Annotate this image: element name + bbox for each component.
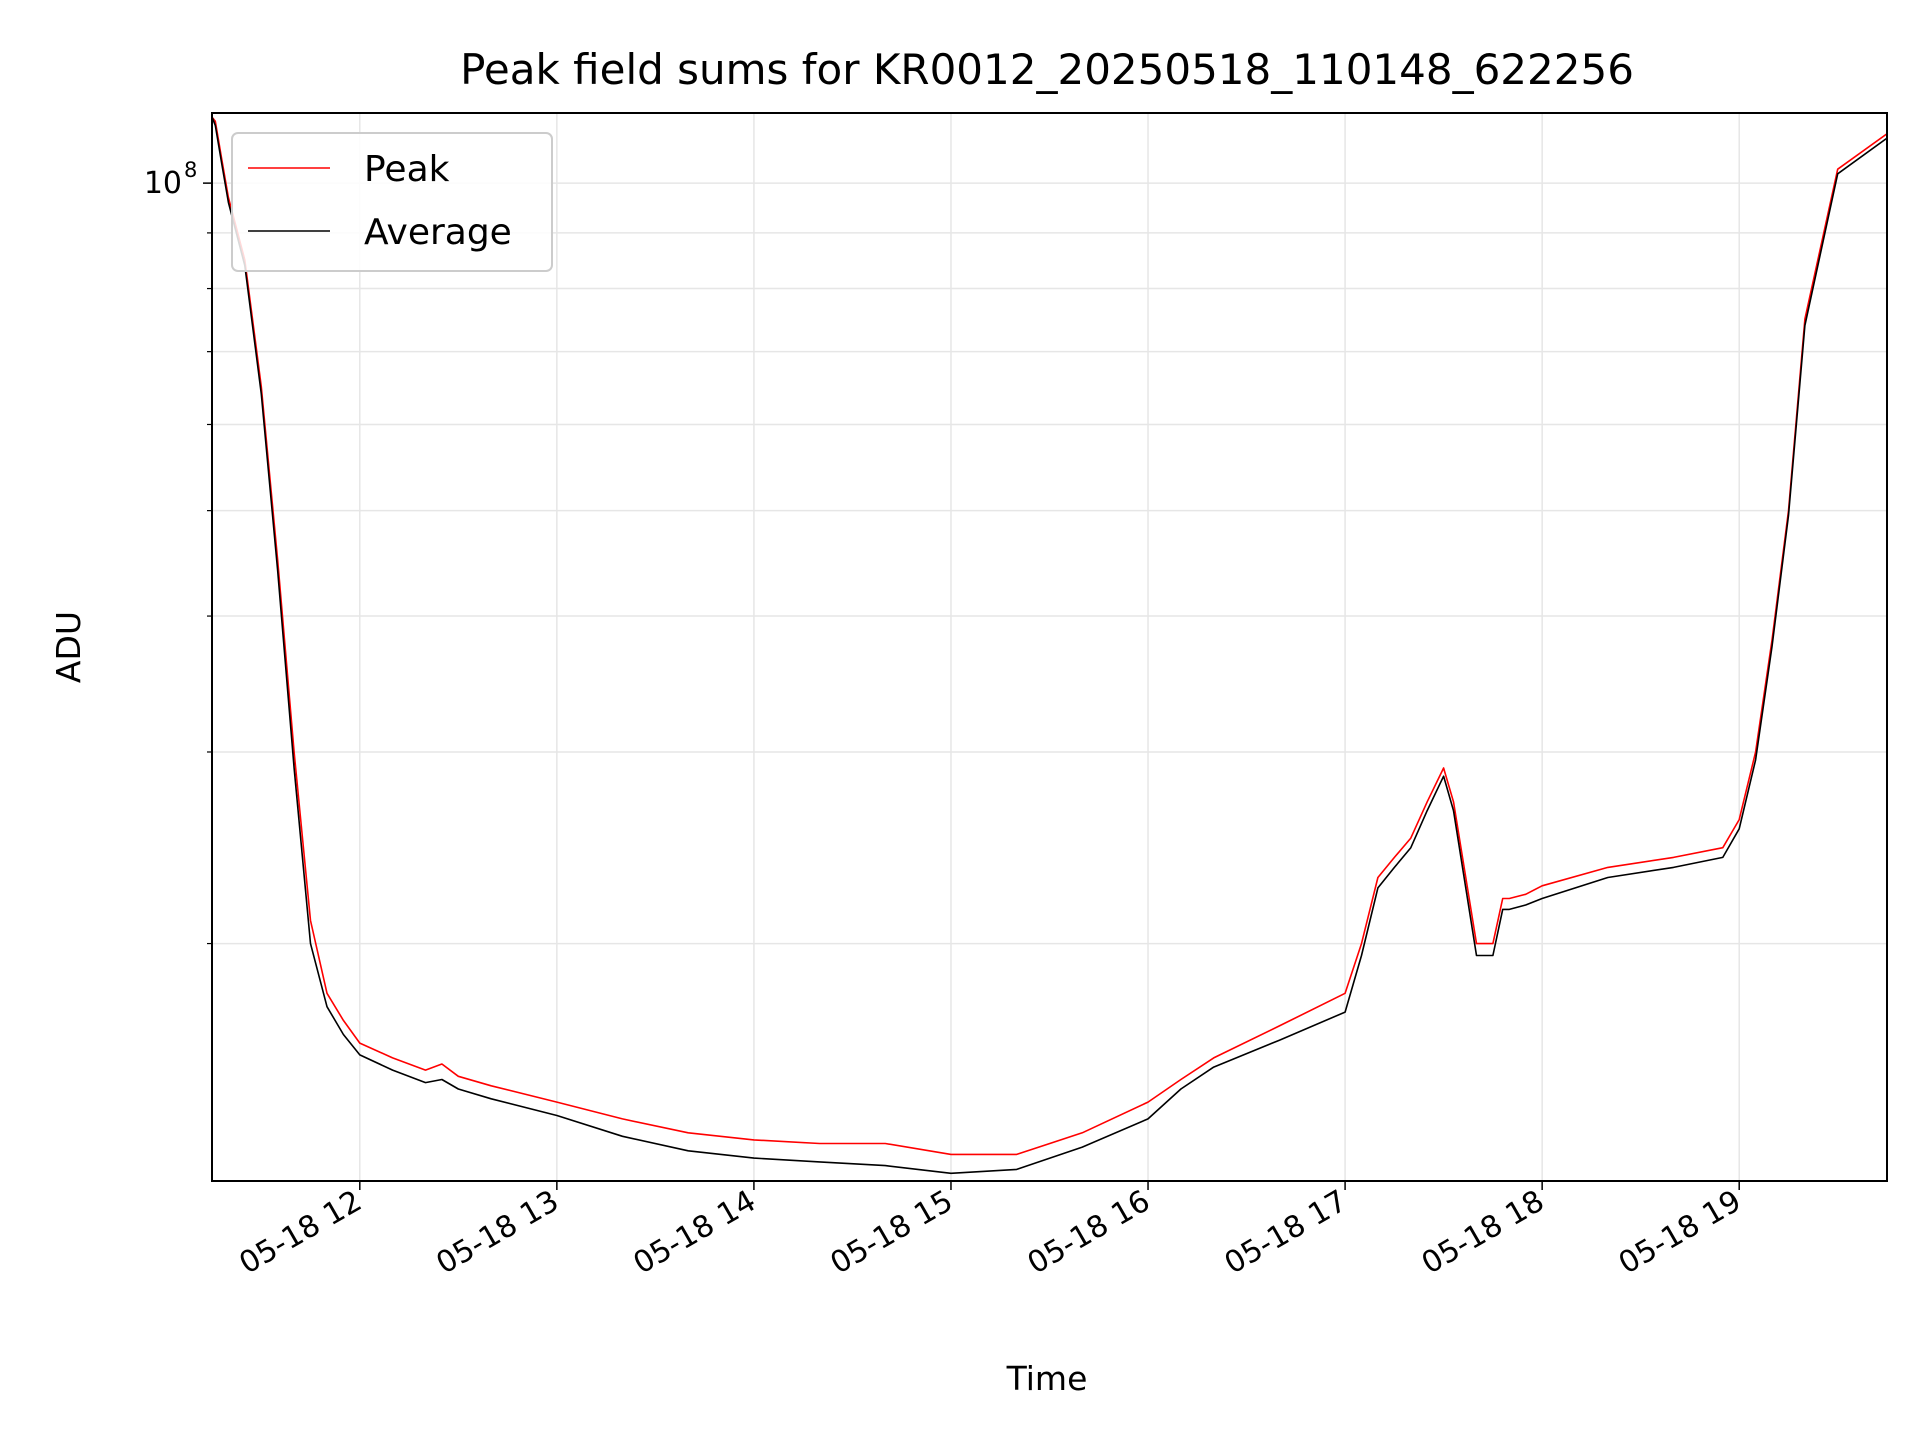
- legend-average-label: Average: [364, 212, 512, 253]
- y-tick-label-exponent: 8: [184, 158, 197, 182]
- y-tick-label-base: 10: [144, 166, 182, 201]
- legend: Peak Average: [231, 132, 553, 272]
- grid-lines: [212, 113, 1887, 1181]
- y-axis-label: ADU: [49, 611, 88, 683]
- plot-frame: [211, 112, 1888, 1182]
- series-line-average: [212, 116, 1887, 1175]
- x-axis-label: Time: [1006, 1359, 1088, 1398]
- legend-peak-label: Peak: [364, 149, 450, 190]
- series-layer: [212, 116, 1887, 1175]
- chart-title: Peak field sums for KR0012_20250518_1101…: [460, 45, 1634, 94]
- y-axis-ticks: 10 8: [144, 158, 212, 945]
- series-line-peak: [212, 116, 1887, 1156]
